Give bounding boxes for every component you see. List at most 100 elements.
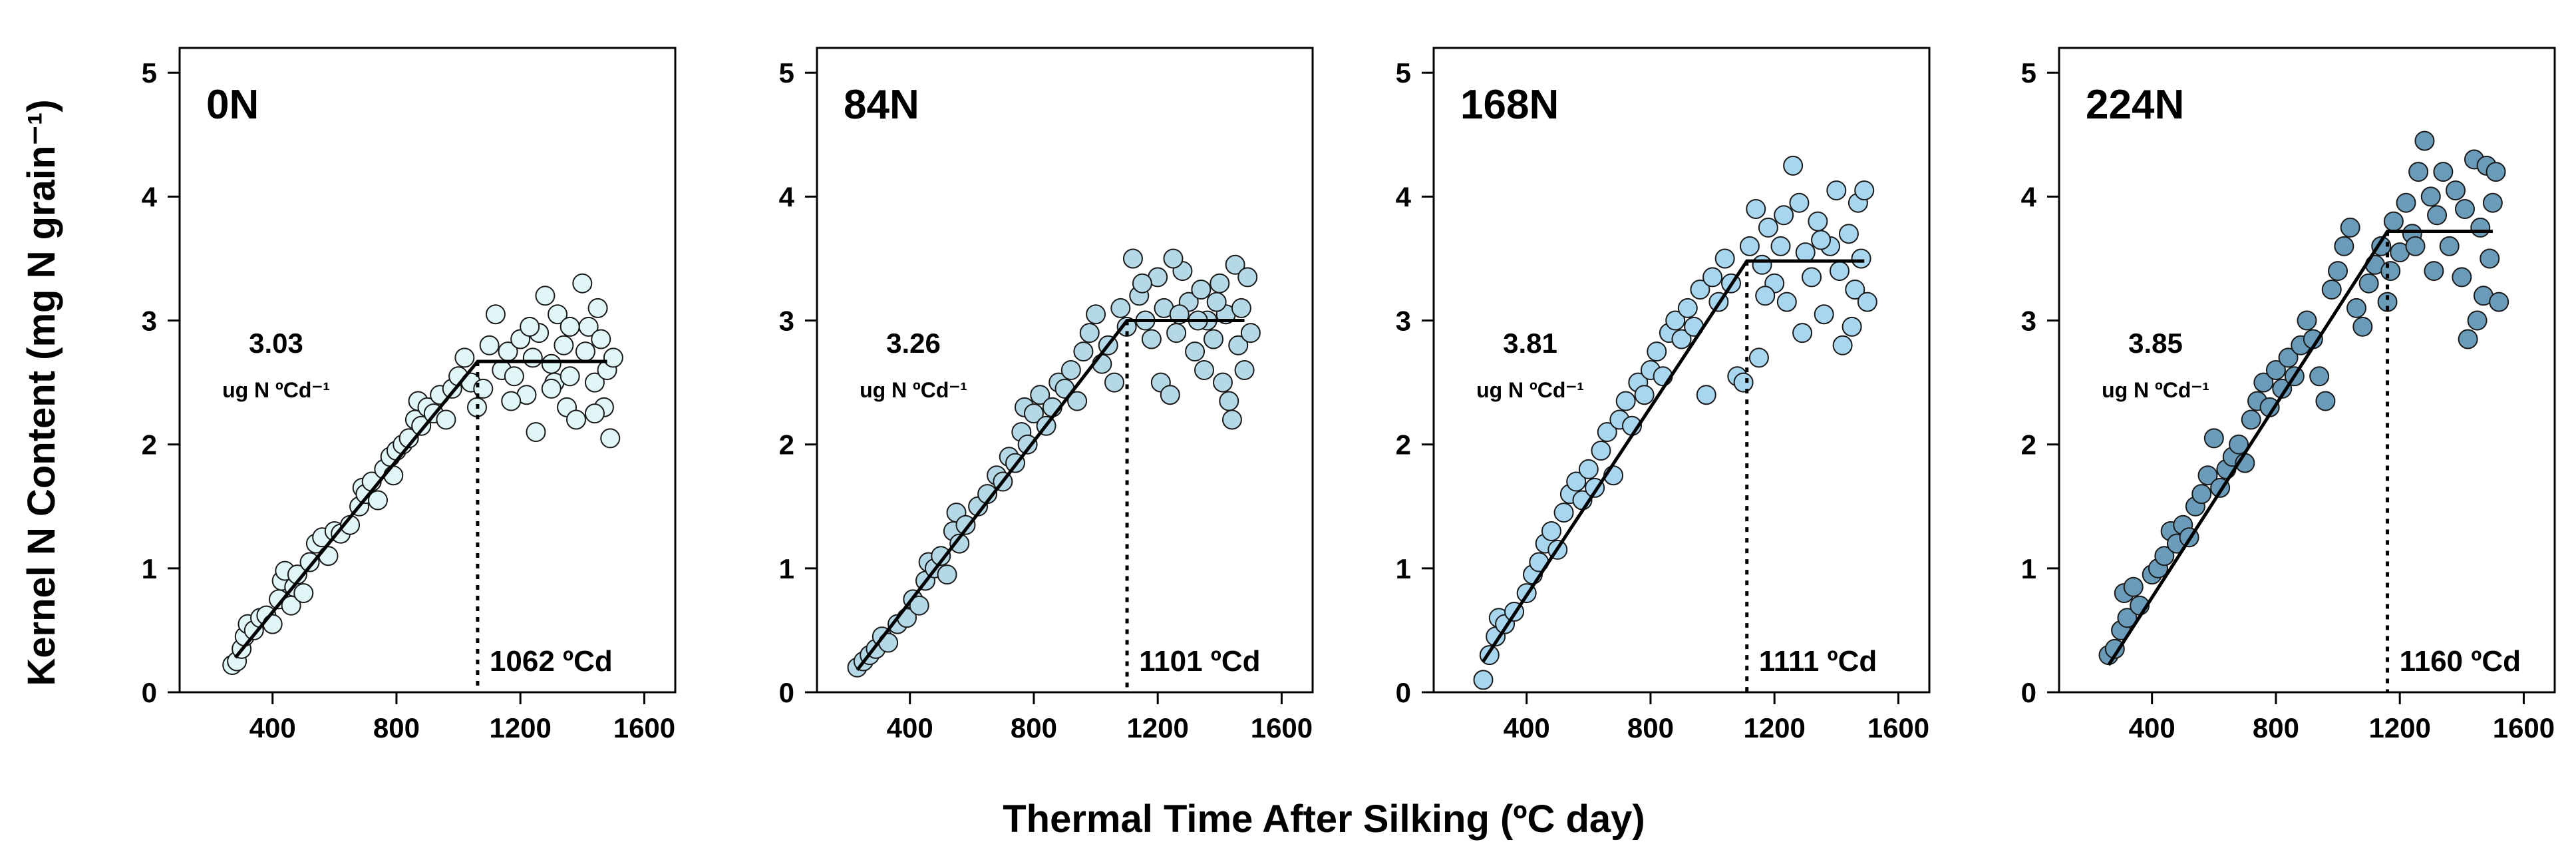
- data-point: [2321, 280, 2342, 300]
- data-point: [949, 533, 970, 554]
- data-point: [2396, 192, 2416, 213]
- data-point: [1017, 434, 1038, 455]
- data-point: [2383, 211, 2404, 232]
- data-point: [2420, 186, 2441, 207]
- data-point: [1746, 199, 1766, 219]
- data-point: [1166, 323, 1187, 343]
- data-point: [2458, 329, 2478, 349]
- slope-unit: ug N ºCd⁻¹: [1476, 378, 1584, 402]
- panel-title: 168N: [1460, 82, 1559, 128]
- data-point: [1110, 298, 1131, 318]
- data-point: [1163, 248, 1184, 269]
- plot-frame: [1432, 47, 1931, 694]
- panel-0N: 0 1 2 3 4 5 400 800 1200 1600 0N 3.03 ug N ºCd⁻¹ 1062…: [142, 47, 677, 744]
- data-point: [1191, 280, 1211, 300]
- data-point: [383, 465, 404, 486]
- data-point: [572, 273, 593, 294]
- data-point: [1221, 409, 1242, 430]
- data-point: [526, 422, 546, 443]
- x-tick-label: 1600: [613, 712, 675, 744]
- data-point: [1842, 316, 1862, 337]
- data-point: [501, 391, 522, 411]
- x-tick-label: 800: [1011, 712, 1057, 744]
- data-point: [2452, 267, 2472, 288]
- data-point: [436, 409, 456, 430]
- y-tick-label: 4: [779, 181, 795, 212]
- plot-frame: [816, 47, 1314, 694]
- data-point: [1829, 261, 1850, 282]
- data-point: [1802, 267, 1822, 288]
- data-point: [2467, 310, 2488, 331]
- data-point: [2297, 310, 2317, 331]
- y-tick-label: 4: [2021, 181, 2037, 212]
- data-point: [554, 335, 574, 355]
- data-point: [909, 595, 929, 616]
- data-point: [1792, 323, 1813, 343]
- data-point: [1194, 360, 1215, 380]
- data-point: [2253, 372, 2274, 393]
- data-point: [566, 409, 586, 430]
- data-point: [2123, 576, 2144, 597]
- data-point: [541, 353, 562, 374]
- plot-frame: [178, 47, 677, 694]
- panel-title: 84N: [844, 82, 919, 128]
- data-point: [2424, 261, 2444, 282]
- x-tick-label: 1600: [2493, 712, 2555, 744]
- breakpoint-label: 1062 ºCd: [490, 645, 613, 678]
- data-point: [2405, 236, 2426, 256]
- x-tick-label: 400: [1504, 712, 1550, 744]
- data-point: [1122, 248, 1143, 269]
- x-tick-label: 800: [373, 712, 420, 744]
- data-point: [299, 552, 320, 572]
- data-point: [485, 304, 506, 325]
- data-point: [1647, 341, 1667, 362]
- data-point: [2229, 434, 2249, 455]
- data-point: [2433, 162, 2454, 182]
- x-tick-label: 1600: [1251, 712, 1313, 744]
- data-point: [575, 341, 595, 362]
- x-tick-label: 1600: [1867, 712, 1929, 744]
- data-point: [1234, 360, 1255, 380]
- data-point: [2446, 180, 2466, 201]
- data-point: [1714, 248, 1735, 269]
- data-point: [1067, 391, 1088, 411]
- x-tick-label: 1200: [1743, 712, 1805, 744]
- y-tick-label: 1: [142, 553, 157, 584]
- x-tick-label: 400: [249, 712, 296, 744]
- x-axis-label: Thermal Time After Silking (ºC day): [1003, 797, 1645, 841]
- data-point: [1755, 286, 1776, 306]
- data-point: [1060, 360, 1081, 380]
- data-point: [2241, 409, 2261, 430]
- data-point: [1832, 335, 1853, 355]
- data-point: [2197, 465, 2218, 486]
- data-point: [2480, 248, 2500, 269]
- data-point: [2203, 428, 2224, 449]
- y-tick-label: 2: [1396, 429, 1411, 461]
- data-point: [1696, 385, 1716, 405]
- y-tick-label: 4: [1396, 181, 1412, 212]
- data-point: [2346, 298, 2366, 318]
- data-point: [1240, 323, 1261, 343]
- data-point: [1752, 254, 1772, 275]
- data-point: [1615, 391, 1636, 411]
- data-point: [2315, 391, 2336, 411]
- data-point: [522, 347, 543, 368]
- data-point: [1739, 236, 1760, 256]
- data-point: [2408, 162, 2429, 182]
- data-point: [1023, 403, 1044, 424]
- data-point: [584, 403, 605, 424]
- data-point: [1479, 645, 1500, 666]
- y-tick-label: 5: [2021, 57, 2036, 89]
- data-point: [1141, 329, 1162, 349]
- y-tick-label: 5: [779, 57, 794, 89]
- y-tick-label: 1: [779, 553, 794, 584]
- data-point: [1073, 341, 1094, 362]
- data-point: [1690, 280, 1710, 300]
- data-point: [1838, 224, 1859, 244]
- y-axis-label: Kernel N Content (mg N grain⁻¹): [20, 99, 63, 686]
- data-point: [1665, 310, 1686, 331]
- data-point: [293, 583, 314, 604]
- data-point: [1591, 441, 1611, 461]
